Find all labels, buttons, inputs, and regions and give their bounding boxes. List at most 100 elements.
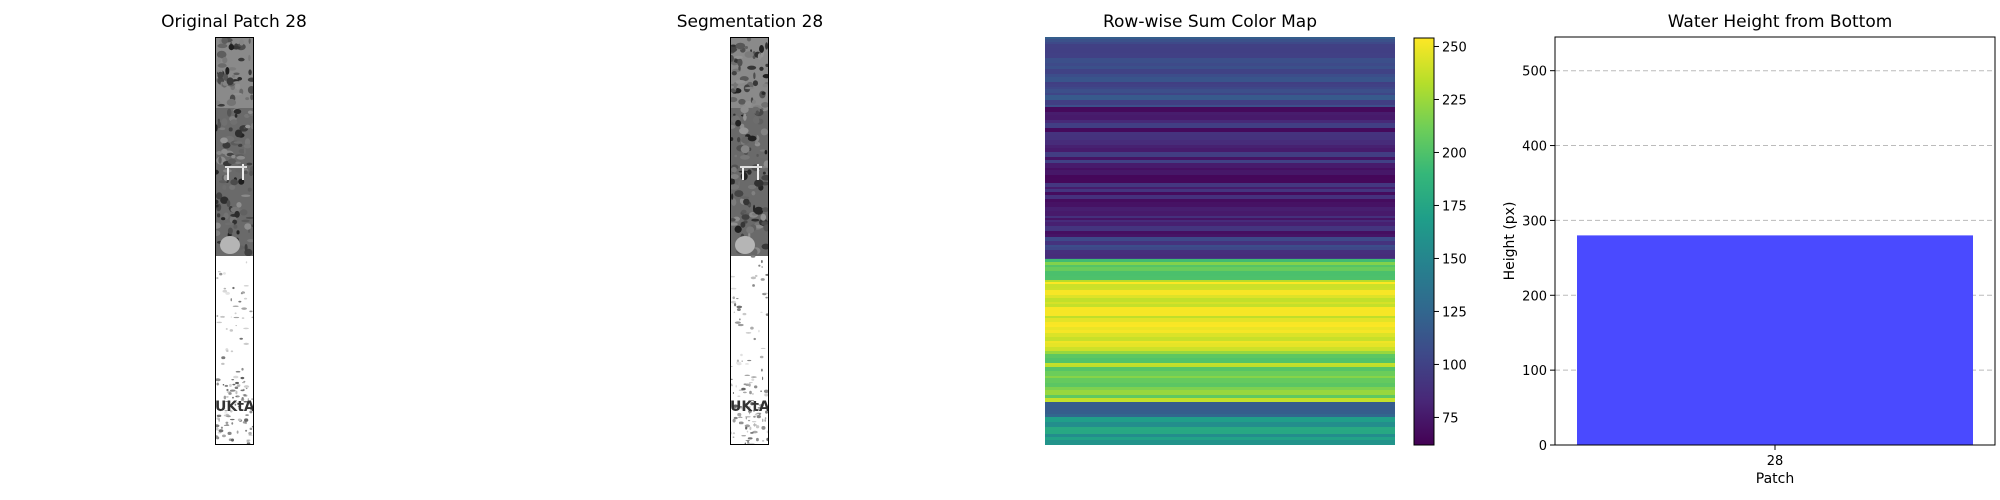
original-ground-speck: [237, 384, 240, 387]
original-rock-texture: [221, 118, 228, 126]
segmentation-ground-speck: [738, 421, 744, 425]
original-rock-texture: [219, 180, 228, 184]
water-height-bar-chart: 0 100 200 300 400 500 28 Patch Height (px): [1502, 36, 1996, 487]
colormap-row: [1045, 58, 1395, 64]
segmentation-rock-texture: [759, 153, 768, 159]
colormap-row: [1045, 168, 1395, 171]
segmentation-rock-texture: [761, 102, 768, 108]
original-rock-texture: [217, 43, 228, 49]
y-tick-label: 500: [1522, 65, 1547, 80]
segmentation-water-speck: [732, 296, 735, 300]
colormap-row: [1045, 178, 1395, 184]
original-water-speck: [226, 388, 229, 392]
colormap-row: [1045, 378, 1395, 384]
original-water-speck: [219, 272, 223, 276]
original-rock-texture: [217, 57, 222, 63]
segmentation-ground-speck: [755, 437, 759, 442]
colormap-row: [1045, 192, 1395, 196]
original-patch-image: UKtAY: [215, 37, 254, 445]
segmentation-water-speck: [736, 308, 741, 311]
colormap-row: [1045, 247, 1395, 251]
colormap-row: [1045, 333, 1395, 338]
segmentation-ground-speck: [732, 436, 735, 438]
segmentation-water-speck: [750, 276, 757, 280]
segmentation-rock-texture: [744, 46, 749, 50]
colormap-row: [1045, 427, 1395, 431]
colormap-row: [1045, 199, 1395, 203]
segmentation-ground-speck: [747, 440, 750, 444]
original-water-speck: [216, 378, 221, 382]
colormap-row: [1045, 53, 1395, 59]
original-ground-speck: [224, 410, 228, 412]
segmentation-rock-texture: [740, 154, 750, 160]
original-rock-texture: [248, 69, 252, 76]
segmentation-rock-texture: [761, 243, 768, 250]
colormap-row: [1045, 371, 1395, 377]
original-ground-speck: [244, 418, 249, 422]
colormap-row: [1045, 387, 1395, 391]
segmentation-water-speck: [736, 361, 742, 365]
colormap-row: [1045, 402, 1395, 407]
segmentation-ground-speck: [744, 442, 746, 444]
original-rock-texture: [216, 124, 218, 132]
original-ground-speck: [249, 427, 253, 431]
original-rock-texture: [232, 74, 236, 78]
colormap-row: [1045, 258, 1395, 260]
colormap-row: [1045, 330, 1395, 334]
segmentation-rock-texture: [759, 66, 764, 71]
original-ground-speck: [247, 397, 249, 402]
original-rock-texture: [216, 222, 221, 229]
original-ground-speck: [224, 384, 229, 387]
original-ground-speck: [226, 396, 229, 398]
colormap-row: [1045, 107, 1395, 113]
segmentation-rock-texture: [740, 105, 749, 114]
original-water-speck: [243, 297, 248, 300]
segmentation-rock-texture: [763, 224, 768, 232]
segmentation-rock-texture: [734, 225, 742, 233]
colormap-row: [1045, 376, 1395, 379]
colormap-row: [1045, 411, 1395, 415]
original-water-speck: [229, 383, 232, 388]
original-rock-texture: [241, 219, 250, 223]
original-rock-texture: [216, 204, 219, 208]
segmentation-rock-texture: [760, 128, 768, 136]
colormap-row: [1045, 63, 1395, 67]
segmentation-rock-texture: [761, 174, 768, 181]
original-water-speck: [229, 410, 233, 413]
segmentation-water-speck: [759, 355, 764, 359]
colormap-row: [1045, 437, 1395, 441]
segmentation-image: UKtAY: [730, 37, 769, 445]
segmentation-water-speck: [760, 311, 763, 313]
segmentation-rock-texture: [738, 98, 746, 105]
original-water-speck: [243, 327, 249, 330]
original-water-speck: [221, 362, 225, 365]
segmentation-rock-texture: [741, 214, 750, 220]
segmentation-water-speck: [734, 303, 737, 307]
row-sum-colormap: [1045, 37, 1395, 445]
original-rock-texture: [217, 121, 221, 129]
segmentation-water-speck: [731, 300, 737, 304]
original-water-speck: [216, 314, 219, 318]
colormap-row: [1045, 363, 1395, 366]
colormap-row: [1045, 312, 1395, 317]
segmentation-title: Segmentation 28: [676, 12, 824, 32]
segmentation-ground-speck: [737, 395, 741, 397]
segmentation-water-speck: [751, 378, 755, 381]
colormap-row: [1045, 69, 1395, 75]
segmentation-ground-speck: [745, 426, 748, 430]
segmentation-ground-speck: [746, 430, 749, 433]
segmentation-ground-speck: [747, 406, 751, 408]
original-rock-texture: [230, 179, 239, 186]
segmentation-rock-texture: [733, 82, 737, 90]
original-ground-speck: [243, 380, 246, 382]
segmentation-water-speck: [753, 337, 756, 341]
segmentation-rock-texture: [735, 119, 742, 127]
original-rock-texture: [234, 113, 238, 118]
segmentation-rock-texture: [751, 190, 756, 196]
original-ground-speck: [248, 431, 252, 435]
original-water-speck: [230, 350, 234, 353]
segmentation-rock-texture: [739, 127, 749, 135]
original-rock-texture: [241, 194, 251, 197]
segmentation-ground-speck: [741, 387, 746, 391]
original-rock-texture: [250, 94, 253, 101]
